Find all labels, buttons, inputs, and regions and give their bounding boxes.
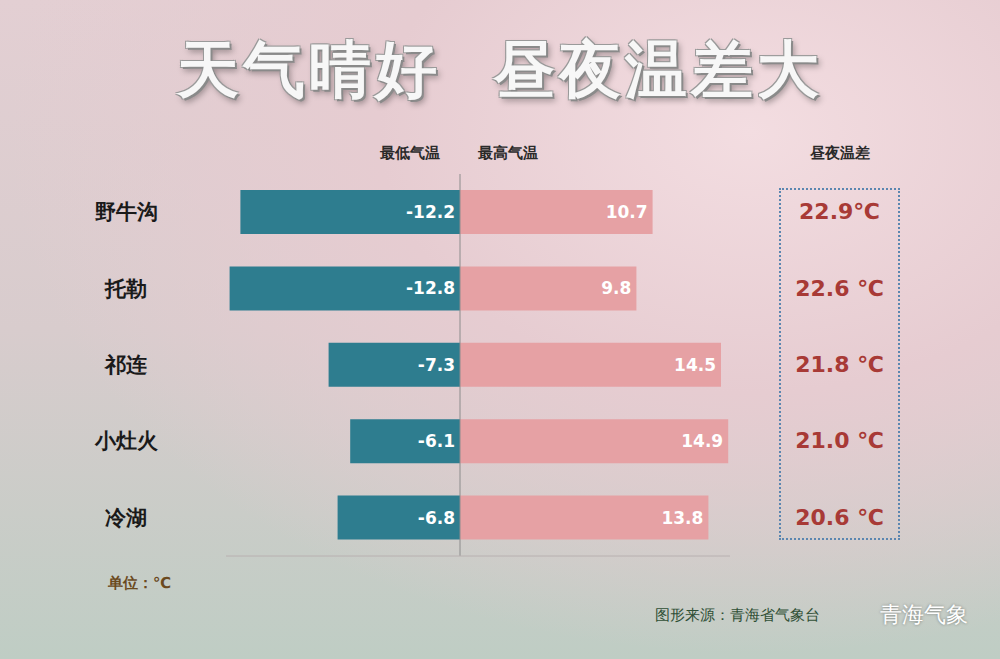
svg-text:祁连: 祁连: [103, 353, 147, 377]
html-text:最低气温: 最低气温: [380, 144, 440, 162]
svg-text:小灶火: 小灶火: [94, 429, 159, 453]
svg-text:-12.8: -12.8: [406, 278, 455, 298]
html-text:20.6 ℃: 20.6 ℃: [795, 504, 884, 530]
html-text:22.6 ℃: 22.6 ℃: [795, 275, 884, 301]
svg-text:14.5: 14.5: [674, 355, 716, 375]
svg-text:-6.1: -6.1: [418, 431, 455, 451]
html-text:昼夜温差: 昼夜温差: [810, 144, 870, 162]
html-text:青海气象: 青海气象: [880, 602, 968, 627]
svg-text:-6.8: -6.8: [418, 508, 455, 528]
html-text:最高气温: 最高气温: [478, 144, 538, 162]
html-text:图形来源：青海省气象台: 图形来源：青海省气象台: [655, 606, 820, 624]
html-text:21.8 ℃: 21.8 ℃: [795, 352, 884, 377]
html-text:天气晴好 昼夜温差大: 天气晴好 昼夜温差大: [177, 33, 823, 106]
svg-text:野牛沟: 野牛沟: [95, 200, 158, 224]
svg-text:-12.2: -12.2: [406, 202, 455, 222]
html-text:单位：℃: 单位：℃: [108, 574, 172, 592]
svg-text:10.7: 10.7: [606, 202, 648, 222]
svg-text:冷湖: 冷湖: [105, 506, 147, 530]
svg-text:-7.3: -7.3: [418, 355, 455, 375]
html-text:21.0 ℃: 21.0 ℃: [795, 428, 884, 454]
svg-text:托勒: 托勒: [104, 277, 147, 301]
html-text:22.9℃: 22.9℃: [799, 199, 880, 225]
svg-text:9.8: 9.8: [601, 278, 631, 298]
svg-text:13.8: 13.8: [661, 508, 703, 528]
svg-text:14.9: 14.9: [681, 431, 723, 451]
